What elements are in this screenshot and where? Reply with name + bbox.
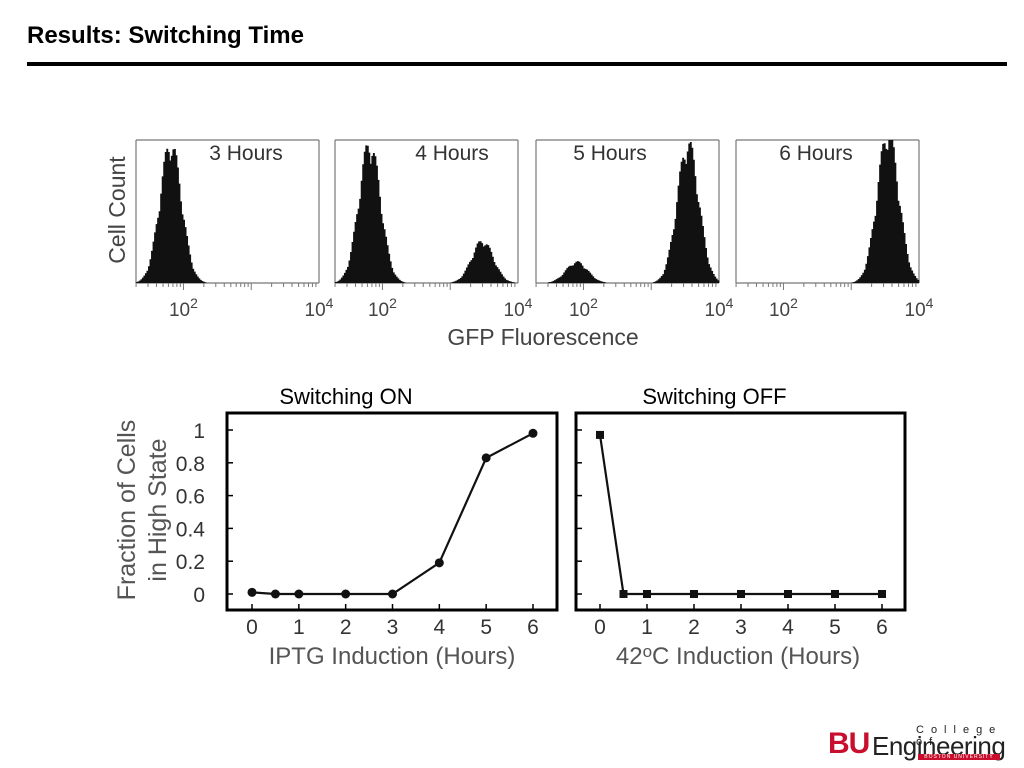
chart-title: Switching ON [279, 384, 412, 409]
x-tick-label: 3 [387, 616, 399, 639]
y-tick-label: 0.2 [176, 551, 205, 574]
data-point [388, 589, 397, 599]
x-tick-label: 102 [569, 295, 598, 321]
logo-bu-text: BU [828, 727, 870, 760]
x-tick-label: 104 [905, 295, 934, 321]
x-tick-label: 5 [480, 616, 492, 639]
x-tick-label: 6 [527, 616, 539, 639]
data-point [596, 430, 604, 439]
x-tick-label: 102 [769, 295, 798, 321]
histogram-bars [547, 142, 720, 283]
y-tick-label: 1 [193, 420, 205, 443]
y-tick-label: 0.4 [176, 518, 206, 541]
histogram-bars [334, 145, 516, 283]
logo-university-bar: BOSTON UNIVERSITY [918, 754, 1000, 760]
switching-off-chart: Switching OFF 0 1 2 3 4 5 6 42oC Induction (Hour… [574, 384, 907, 670]
logo-college-text: College of [916, 724, 1003, 748]
data-point [619, 590, 628, 598]
x-axis-label: IPTG Induction (Hours) [269, 643, 516, 670]
histogram-y-axis-label: Cell Count [104, 156, 130, 264]
histogram-panel: 6 Hours 102 104 [735, 139, 934, 321]
slide-title: Results: Switching Time [27, 22, 304, 49]
x-tick-label: 102 [368, 295, 397, 321]
x-tick-label: 4 [433, 616, 445, 639]
x-tick-label: 4 [782, 616, 794, 639]
histogram-panel: 4 Hours 102 104 [334, 139, 533, 321]
panel-label: 5 Hours [573, 142, 647, 165]
plot-frame [225, 411, 559, 612]
switching-on-chart: Switching ON 0 1 2 3 4 5 6 IPTG Induction (Hours… [225, 384, 559, 670]
y-tick-label: 0.6 [176, 486, 205, 509]
x-tick-label: 6 [876, 616, 888, 639]
histogram-bars [135, 148, 207, 283]
histogram-x-axis-label: GFP Fluorescence [447, 324, 638, 350]
panel-label: 4 Hours [415, 142, 489, 165]
x-tick-label: 2 [340, 616, 352, 639]
title-rule [27, 62, 1007, 66]
bu-engineering-logo: College of BU Engineering BOSTON UNIVERS… [828, 724, 1006, 763]
data-point [528, 428, 538, 438]
data-point [294, 589, 304, 599]
x-tick-label: 0 [594, 616, 606, 639]
data-point [434, 558, 444, 568]
data-point [831, 590, 839, 598]
panel-label: 6 Hours [779, 142, 853, 165]
series-line [251, 432, 534, 596]
x-tick-label: 104 [705, 295, 734, 321]
x-tick-label: 2 [688, 616, 700, 639]
x-tick-label: 102 [169, 295, 198, 321]
series-line [598, 434, 882, 596]
x-tick-label: 104 [305, 295, 334, 321]
data-point [784, 590, 792, 598]
x-tick-label: 5 [829, 616, 841, 639]
plot-frame [574, 411, 907, 612]
y-axis-label-line2: in High State [144, 438, 172, 581]
y-tick-label: 0.8 [176, 453, 205, 476]
panel-label: 3 Hours [209, 142, 283, 165]
data-point [878, 590, 886, 598]
x-tick-label: 104 [504, 295, 533, 321]
y-axis-label-line1: Fraction of Cells [113, 420, 141, 601]
x-tick-label: 1 [293, 616, 305, 639]
x-tick-label: 0 [246, 616, 258, 639]
data-point [341, 589, 351, 599]
histogram-panel: 3 Hours 102 104 [135, 139, 334, 321]
data-point [643, 590, 651, 598]
histogram-panel: 5 Hours 102 104 [535, 139, 734, 321]
data-point [737, 590, 745, 598]
data-point [247, 587, 257, 597]
x-tick-label: 1 [641, 616, 653, 639]
data-point [690, 590, 698, 598]
histogram-bars [851, 140, 920, 283]
chart-title: Switching OFF [642, 384, 786, 409]
data-point [481, 453, 491, 463]
data-point [270, 589, 280, 599]
y-tick-label: 0 [193, 584, 205, 607]
x-axis-label: 42oC Induction (Hours) [616, 642, 860, 670]
x-tick-label: 3 [735, 616, 747, 639]
